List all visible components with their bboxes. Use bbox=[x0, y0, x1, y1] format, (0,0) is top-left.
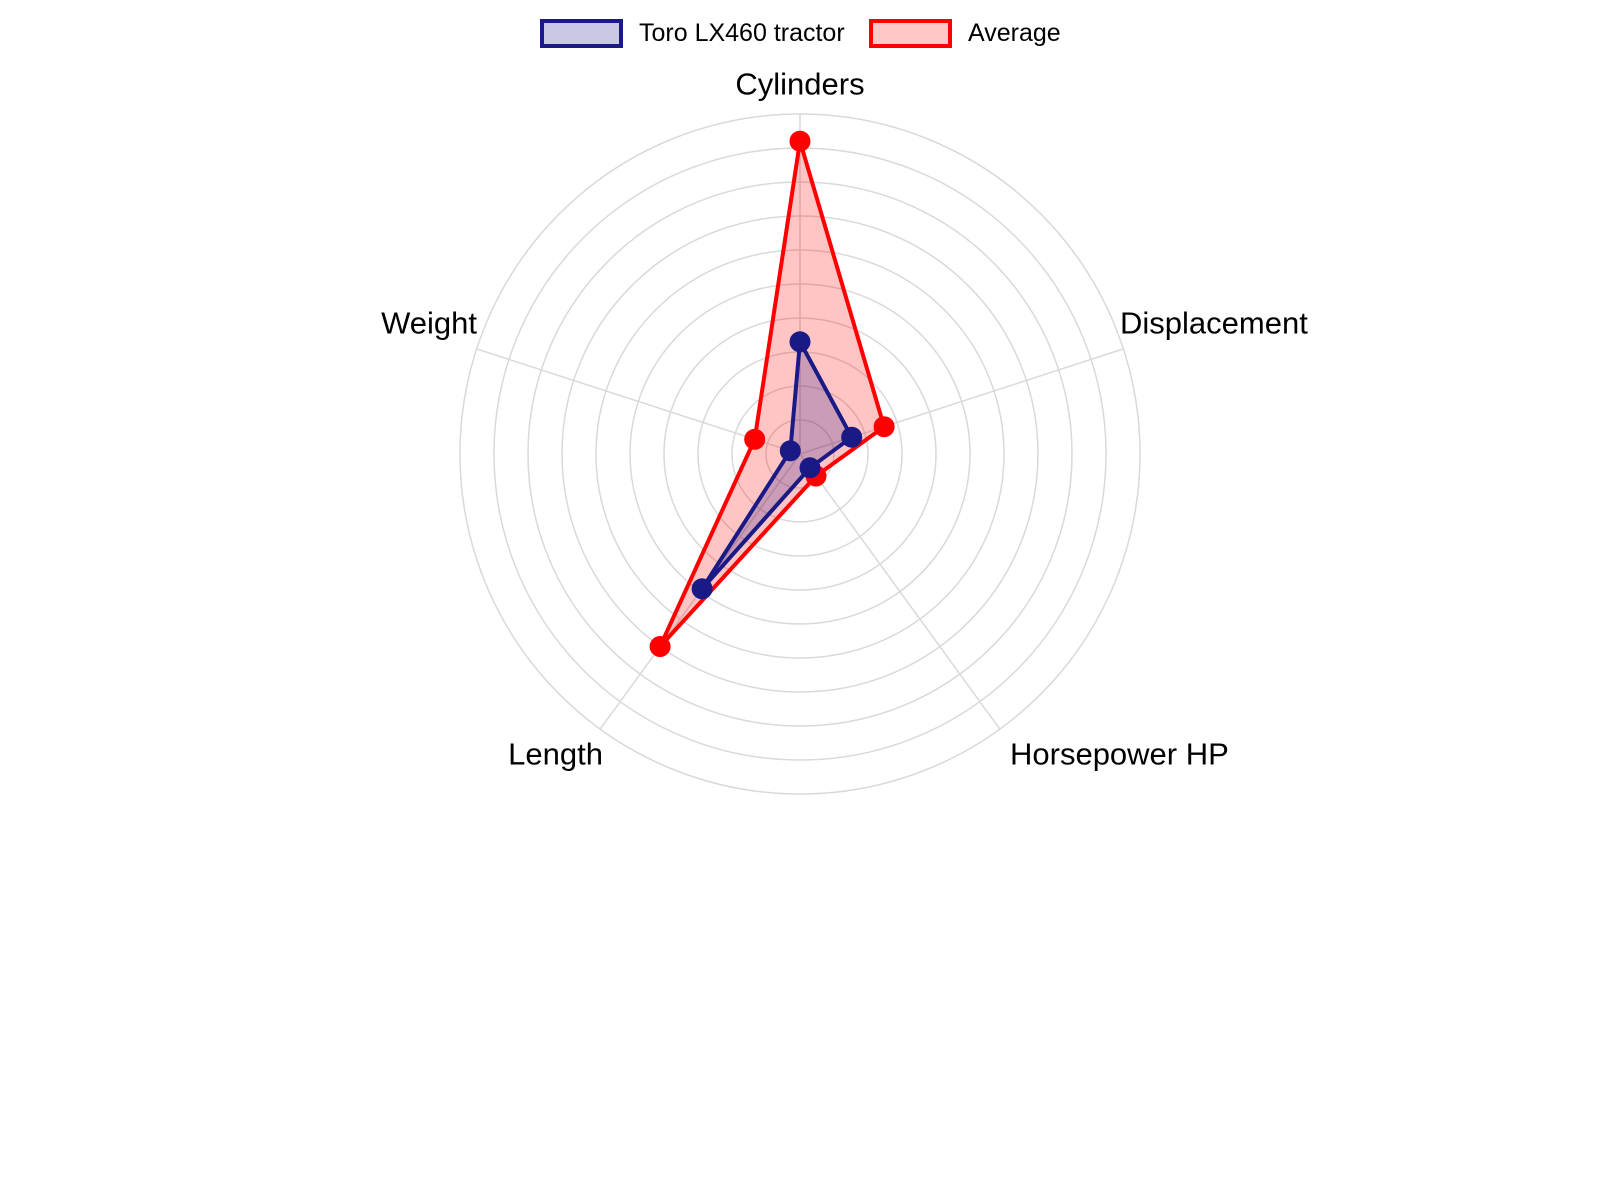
axis-label-length: Length bbox=[508, 737, 603, 772]
axis-label-cylinders: Cylinders bbox=[735, 67, 864, 102]
data-point-average-length bbox=[649, 636, 671, 657]
axis-spoke bbox=[799, 453, 1001, 730]
data-point-toro-weight bbox=[779, 440, 801, 462]
chart-legend: Toro LX460 tractor Average bbox=[0, 0, 1600, 60]
series-polygon-average bbox=[658, 139, 887, 649]
series-polygon-toro-lx460-tractor bbox=[700, 339, 854, 591]
data-point-toro-length bbox=[691, 578, 713, 600]
legend-label-toro-lx460-tractor: Toro LX460 tractor bbox=[639, 19, 845, 47]
data-point-average-weight bbox=[744, 428, 766, 450]
axis-label-weight: Weight bbox=[381, 306, 477, 341]
legend-swatch-average bbox=[869, 19, 952, 48]
data-point-toro-horsepower-hp bbox=[799, 457, 821, 479]
axis-label-displacement: Displacement bbox=[1120, 306, 1308, 341]
legend-label-average: Average bbox=[968, 19, 1061, 47]
legend-swatch-toro-lx460-tractor bbox=[540, 19, 623, 48]
data-point-average-displacement bbox=[873, 416, 895, 438]
data-point-toro-displacement bbox=[841, 426, 863, 448]
data-point-toro-cylinders bbox=[789, 331, 811, 353]
data-point-average-cylinders bbox=[789, 130, 811, 152]
axis-label-horsepower-hp: Horsepower HP bbox=[1010, 737, 1229, 772]
